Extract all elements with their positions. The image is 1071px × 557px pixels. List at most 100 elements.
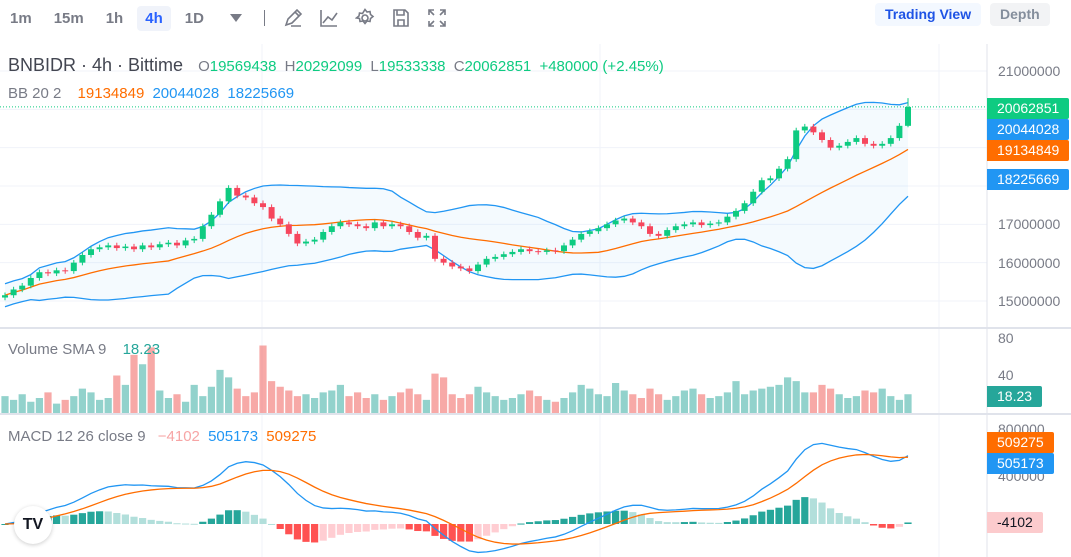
draw-icon[interactable]	[282, 7, 304, 29]
macd-histogram-bar	[577, 514, 585, 524]
volume-bar	[225, 377, 233, 413]
trading-view-tab[interactable]: Trading View	[875, 3, 982, 26]
candle-body	[509, 251, 516, 255]
interval-1d[interactable]: 1D	[184, 9, 204, 27]
macd-histogram-bar	[216, 514, 224, 524]
volume-bar	[173, 394, 181, 413]
macd-histogram-bar	[61, 515, 69, 524]
macd-histogram-bar	[517, 523, 525, 525]
macd-histogram-bar	[328, 524, 336, 538]
interval-4h[interactable]: 4h	[137, 5, 171, 31]
volume-bar	[904, 394, 912, 413]
macd-histogram-bar	[199, 521, 207, 524]
volume-bar	[156, 390, 164, 413]
macd-histogram-bar	[405, 524, 413, 530]
low-value: 19533338	[378, 58, 446, 75]
macd-hist-label: -4102	[987, 512, 1043, 533]
volume-bar	[250, 392, 258, 413]
candle-body	[96, 247, 103, 250]
save-icon[interactable]	[390, 7, 412, 29]
candle-body	[131, 246, 137, 250]
volume-bar	[440, 377, 448, 413]
candle-body	[896, 125, 903, 139]
macd-histogram-bar	[723, 522, 731, 524]
candle-body	[655, 233, 662, 236]
volume-tick: 40	[998, 367, 1014, 383]
depth-tab[interactable]: Depth	[990, 3, 1050, 26]
volume-bar	[637, 398, 645, 413]
interval-1m[interactable]: 1m	[10, 9, 32, 27]
macd-histogram-bar	[534, 521, 542, 524]
volume-bar	[680, 390, 688, 413]
macd-histogram-bar	[190, 523, 198, 525]
open-label: O	[198, 58, 210, 75]
macd-histogram-bar	[302, 524, 310, 542]
macd-label: MACD 12 26 close 9	[8, 428, 146, 445]
macd-histogram-bar	[371, 524, 379, 530]
volume-bar	[130, 354, 138, 413]
candle-body	[784, 159, 791, 169]
volume-bar	[61, 399, 69, 413]
volume-bar	[182, 401, 190, 413]
volume-bar	[113, 375, 121, 413]
candle-body	[526, 249, 533, 252]
volume-bar	[560, 398, 568, 413]
macd-histogram-bar	[766, 509, 774, 524]
volume-bar	[629, 394, 637, 413]
volume-bar	[887, 396, 895, 413]
indicator-icon[interactable]	[318, 7, 340, 29]
macd-histogram-bar	[87, 511, 95, 524]
volume-bar	[655, 394, 663, 413]
volume-bar	[698, 394, 706, 413]
candle-body	[208, 214, 215, 227]
candle-body	[543, 250, 550, 252]
candle-body	[105, 245, 112, 248]
macd-histogram-bar	[500, 524, 508, 530]
interval-15m[interactable]: 15m	[53, 9, 84, 27]
interval-1h[interactable]: 1h	[105, 9, 124, 27]
volume-bar	[121, 384, 129, 413]
macd-histogram-bar	[311, 524, 319, 543]
macd-histogram-bar	[715, 522, 723, 524]
macd-histogram-bar	[139, 518, 147, 524]
volume-bar	[216, 369, 224, 413]
volume-bar	[775, 384, 783, 413]
candle-body	[595, 228, 602, 232]
macd-histogram-bar	[904, 522, 912, 524]
candle-body	[371, 222, 378, 229]
candle-body	[836, 145, 843, 148]
volume-bar	[207, 386, 215, 413]
volume-bar	[414, 394, 422, 413]
volume-bar	[732, 381, 740, 413]
macd-histogram-bar	[397, 524, 405, 529]
candle-body	[681, 224, 688, 227]
macd-histogram-bar	[336, 524, 344, 535]
change-value: +480000 (+2.45%)	[539, 58, 664, 75]
candle-body	[406, 226, 413, 232]
fullscreen-icon[interactable]	[426, 7, 448, 29]
volume-bar	[706, 398, 714, 413]
candle-body	[561, 245, 567, 252]
macd-signal-label: 509275	[987, 432, 1054, 453]
tradingview-logo[interactable]: TV	[14, 506, 52, 544]
volume-bar	[311, 398, 319, 413]
macd-histogram-bar	[732, 520, 740, 524]
volume-bar	[749, 390, 757, 413]
settings-icon[interactable]	[354, 7, 376, 29]
candle-body	[199, 226, 206, 239]
volume-bar	[78, 388, 86, 413]
candle-body	[363, 226, 370, 229]
candle-body	[311, 239, 318, 242]
bb-basis-value: 19134849	[77, 85, 145, 102]
bb-basis-label: 19134849	[987, 140, 1070, 161]
macd-histogram-bar	[70, 514, 78, 524]
macd-histogram-bar	[878, 524, 886, 528]
macd-histogram-bar	[414, 524, 422, 532]
volume-bar	[242, 396, 250, 413]
candle-body	[53, 270, 60, 274]
macd-histogram-bar	[852, 518, 860, 524]
candle-body	[414, 231, 421, 238]
volume-bar	[612, 383, 620, 413]
chevron-down-icon[interactable]	[225, 7, 247, 29]
